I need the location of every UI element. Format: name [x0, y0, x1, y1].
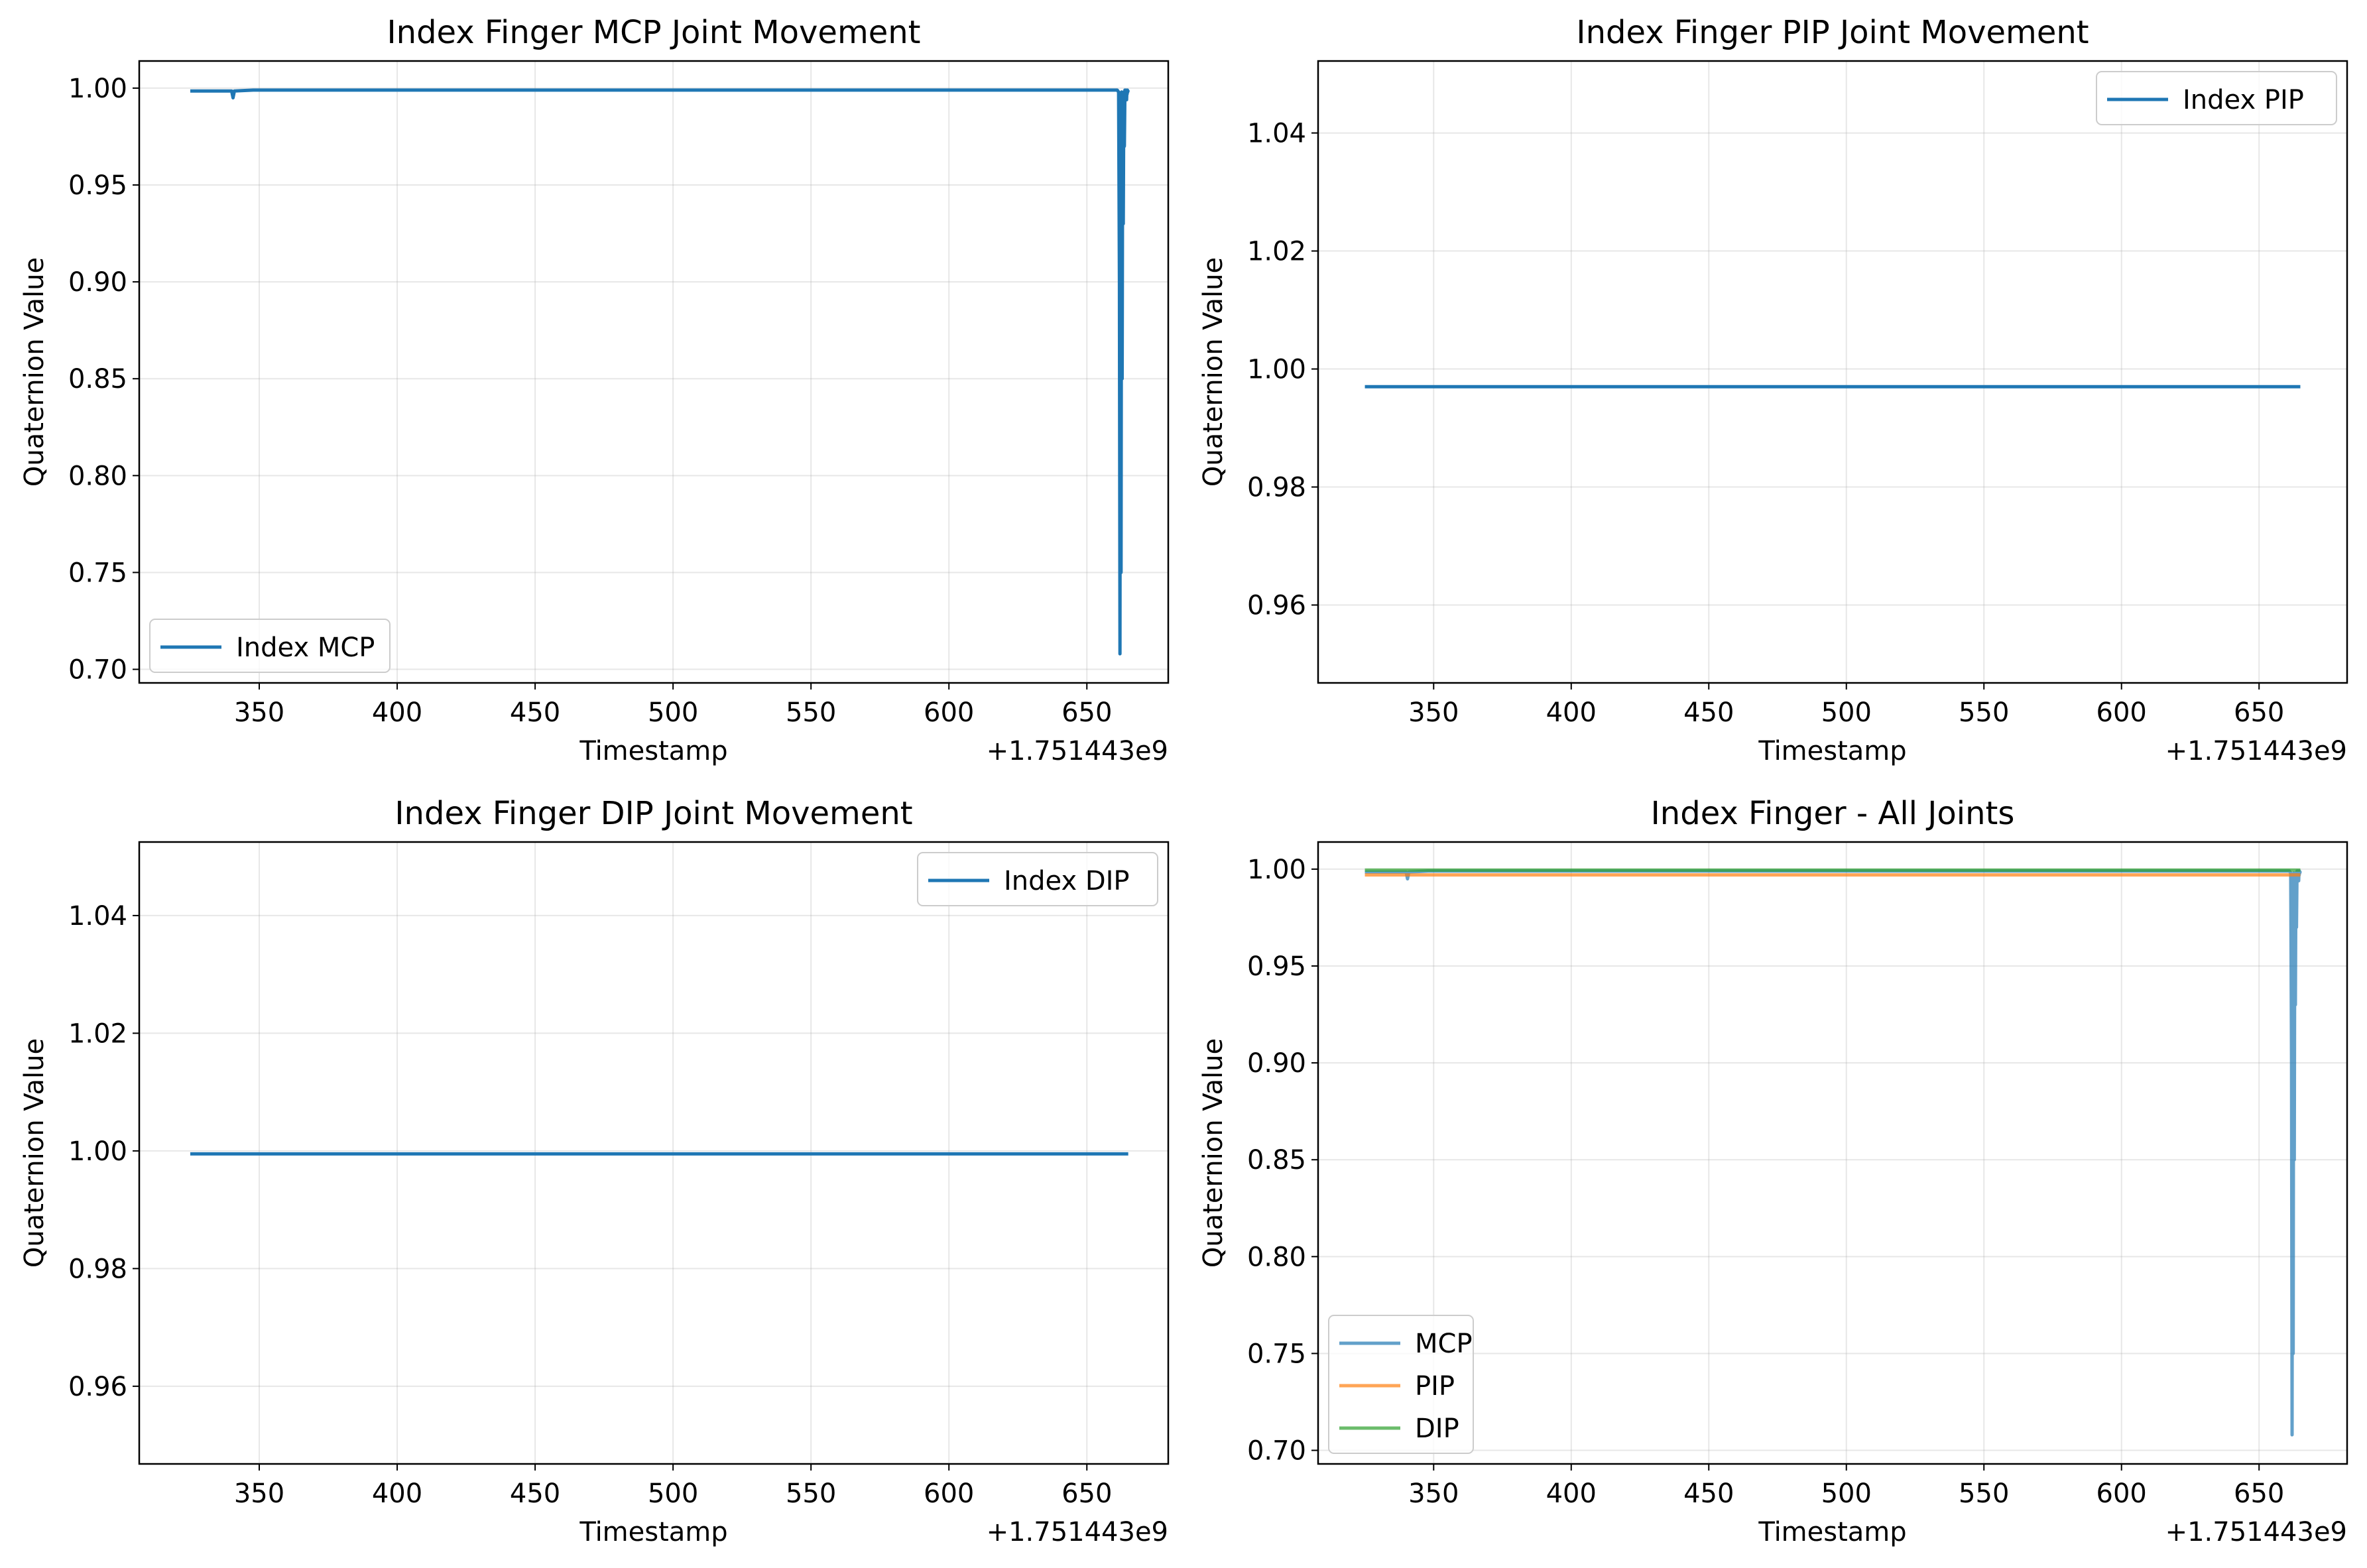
- y-tick-label: 0.75: [1247, 1339, 1306, 1369]
- x-tick-label: 350: [1408, 697, 1459, 728]
- x-tick-label: 450: [1683, 697, 1734, 728]
- series-line-index-mcp: [190, 88, 1130, 656]
- y-tick-label: 0.90: [1247, 1048, 1306, 1079]
- x-offset-label: +1.751443e9: [2165, 736, 2347, 766]
- x-tick-label: 550: [1959, 1478, 2009, 1509]
- chart-title: Index Finger - All Joints: [1651, 795, 2015, 832]
- y-tick-label: 1.04: [68, 901, 127, 932]
- y-tick-label: 1.00: [68, 74, 127, 104]
- x-axis-label: Timestamp: [579, 1517, 727, 1547]
- chart-1: 350 400 450 500 550 600 650 0.70 0.75 0.80 0.85 0.9…: [19, 14, 1170, 766]
- y-tick-label: 1.00: [1247, 355, 1306, 385]
- chart-2: 350 400 450 500 550 600 650 0.96 0.98 1.00 1.02 1.0…: [1198, 14, 2348, 766]
- legend: Index MCP: [149, 619, 391, 673]
- x-tick-label: 650: [2234, 1478, 2284, 1509]
- legend-box: [1328, 1315, 1474, 1454]
- y-axis-label: Quaternion Value: [19, 257, 50, 487]
- legend-box: [917, 852, 1158, 906]
- y-tick-label: 0.96: [1247, 591, 1306, 621]
- x-offset-label: +1.751443e9: [987, 736, 1168, 766]
- y-tick-label: 0.85: [68, 364, 127, 394]
- legend: Index DIP: [917, 852, 1158, 906]
- x-tick-label: 400: [1546, 1478, 1597, 1509]
- x-axis-label: Timestamp: [1758, 1517, 1906, 1547]
- y-tick-label: 0.95: [68, 170, 127, 201]
- x-tick-label: 600: [2096, 1478, 2147, 1509]
- y-tick-label: 0.75: [68, 558, 127, 588]
- x-tick-label: 500: [1821, 1478, 1872, 1509]
- x-offset-label: +1.751443e9: [2165, 1517, 2347, 1547]
- chart-4: 350 400 450 500 550 600 650 0.70 0.75 0.80 0.85 0.9…: [1198, 795, 2348, 1547]
- x-tick-label: 550: [786, 697, 836, 728]
- axes-frame: [1317, 60, 2348, 684]
- y-tick-label: 1.00: [1247, 855, 1306, 885]
- axes-frame: [138, 60, 1170, 684]
- x-tick-label: 500: [648, 1478, 698, 1509]
- legend-label: Index PIP: [2183, 85, 2304, 115]
- y-tick-label: 0.70: [68, 655, 127, 686]
- y-tick-label: 1.04: [1247, 119, 1306, 149]
- x-tick-label: 400: [372, 697, 422, 728]
- axes-frame: [138, 841, 1170, 1465]
- y-tick-label: 0.80: [68, 461, 127, 491]
- legend-label: PIP: [1415, 1371, 1455, 1402]
- legend: Index PIP: [2096, 71, 2337, 125]
- x-axis-label: Timestamp: [579, 736, 727, 766]
- legend-label: Index DIP: [1004, 866, 1130, 896]
- series-group: [190, 88, 1130, 656]
- legend-box: [2096, 71, 2337, 125]
- x-tick-label: 400: [372, 1478, 422, 1509]
- x-tick-label: 550: [1959, 697, 2009, 728]
- chart-title: Index Finger DIP Joint Movement: [394, 795, 912, 832]
- legend: MCP PIP DIP: [1328, 1315, 1474, 1454]
- x-tick-label: 350: [234, 697, 284, 728]
- x-tick-label: 550: [786, 1478, 836, 1509]
- y-tick-label: 0.95: [1247, 951, 1306, 982]
- legend-label: MCP: [1415, 1329, 1473, 1359]
- chart-title: Index Finger PIP Joint Movement: [1576, 14, 2089, 51]
- y-tick-label: 1.00: [68, 1136, 127, 1167]
- x-tick-label: 500: [648, 697, 698, 728]
- x-tick-label: 650: [1062, 1478, 1112, 1509]
- x-tick-label: 600: [924, 1478, 974, 1509]
- axes-frame: [1317, 841, 2348, 1465]
- x-tick-label: 450: [510, 697, 560, 728]
- x-tick-label: 350: [1408, 1478, 1459, 1509]
- chart-3: 350 400 450 500 550 600 650 0.96 0.98 1.00 1.02 1.0…: [19, 795, 1170, 1547]
- y-axis-label: Quaternion Value: [1198, 1038, 1229, 1268]
- x-tick-label: 600: [924, 697, 974, 728]
- x-tick-label: 600: [2096, 697, 2147, 728]
- y-axis-label: Quaternion Value: [1198, 257, 1229, 487]
- x-axis-label: Timestamp: [1758, 736, 1906, 766]
- y-tick-label: 0.80: [1247, 1242, 1306, 1272]
- x-tick-label: 500: [1821, 697, 1872, 728]
- y-tick-label: 0.70: [1247, 1436, 1306, 1467]
- x-tick-label: 400: [1546, 697, 1597, 728]
- series-group: [1365, 868, 2302, 1437]
- x-offset-label: +1.751443e9: [987, 1517, 1168, 1547]
- y-tick-label: 0.96: [68, 1372, 127, 1402]
- chart-title: Index Finger MCP Joint Movement: [387, 14, 920, 51]
- y-tick-label: 0.85: [1247, 1145, 1306, 1176]
- y-tick-label: 0.90: [68, 267, 127, 298]
- x-tick-label: 450: [1683, 1478, 1734, 1509]
- x-tick-label: 650: [2234, 697, 2284, 728]
- x-tick-label: 350: [234, 1478, 284, 1509]
- x-tick-label: 450: [510, 1478, 560, 1509]
- x-tick-label: 650: [1062, 697, 1112, 728]
- y-tick-label: 0.98: [1247, 473, 1306, 503]
- legend-box: [149, 619, 391, 673]
- y-tick-label: 0.98: [68, 1254, 127, 1284]
- y-tick-label: 1.02: [68, 1018, 127, 1049]
- legend-label: Index MCP: [236, 633, 375, 663]
- y-axis-label: Quaternion Value: [19, 1038, 50, 1268]
- legend-label: DIP: [1415, 1414, 1459, 1444]
- y-tick-label: 1.02: [1247, 237, 1306, 267]
